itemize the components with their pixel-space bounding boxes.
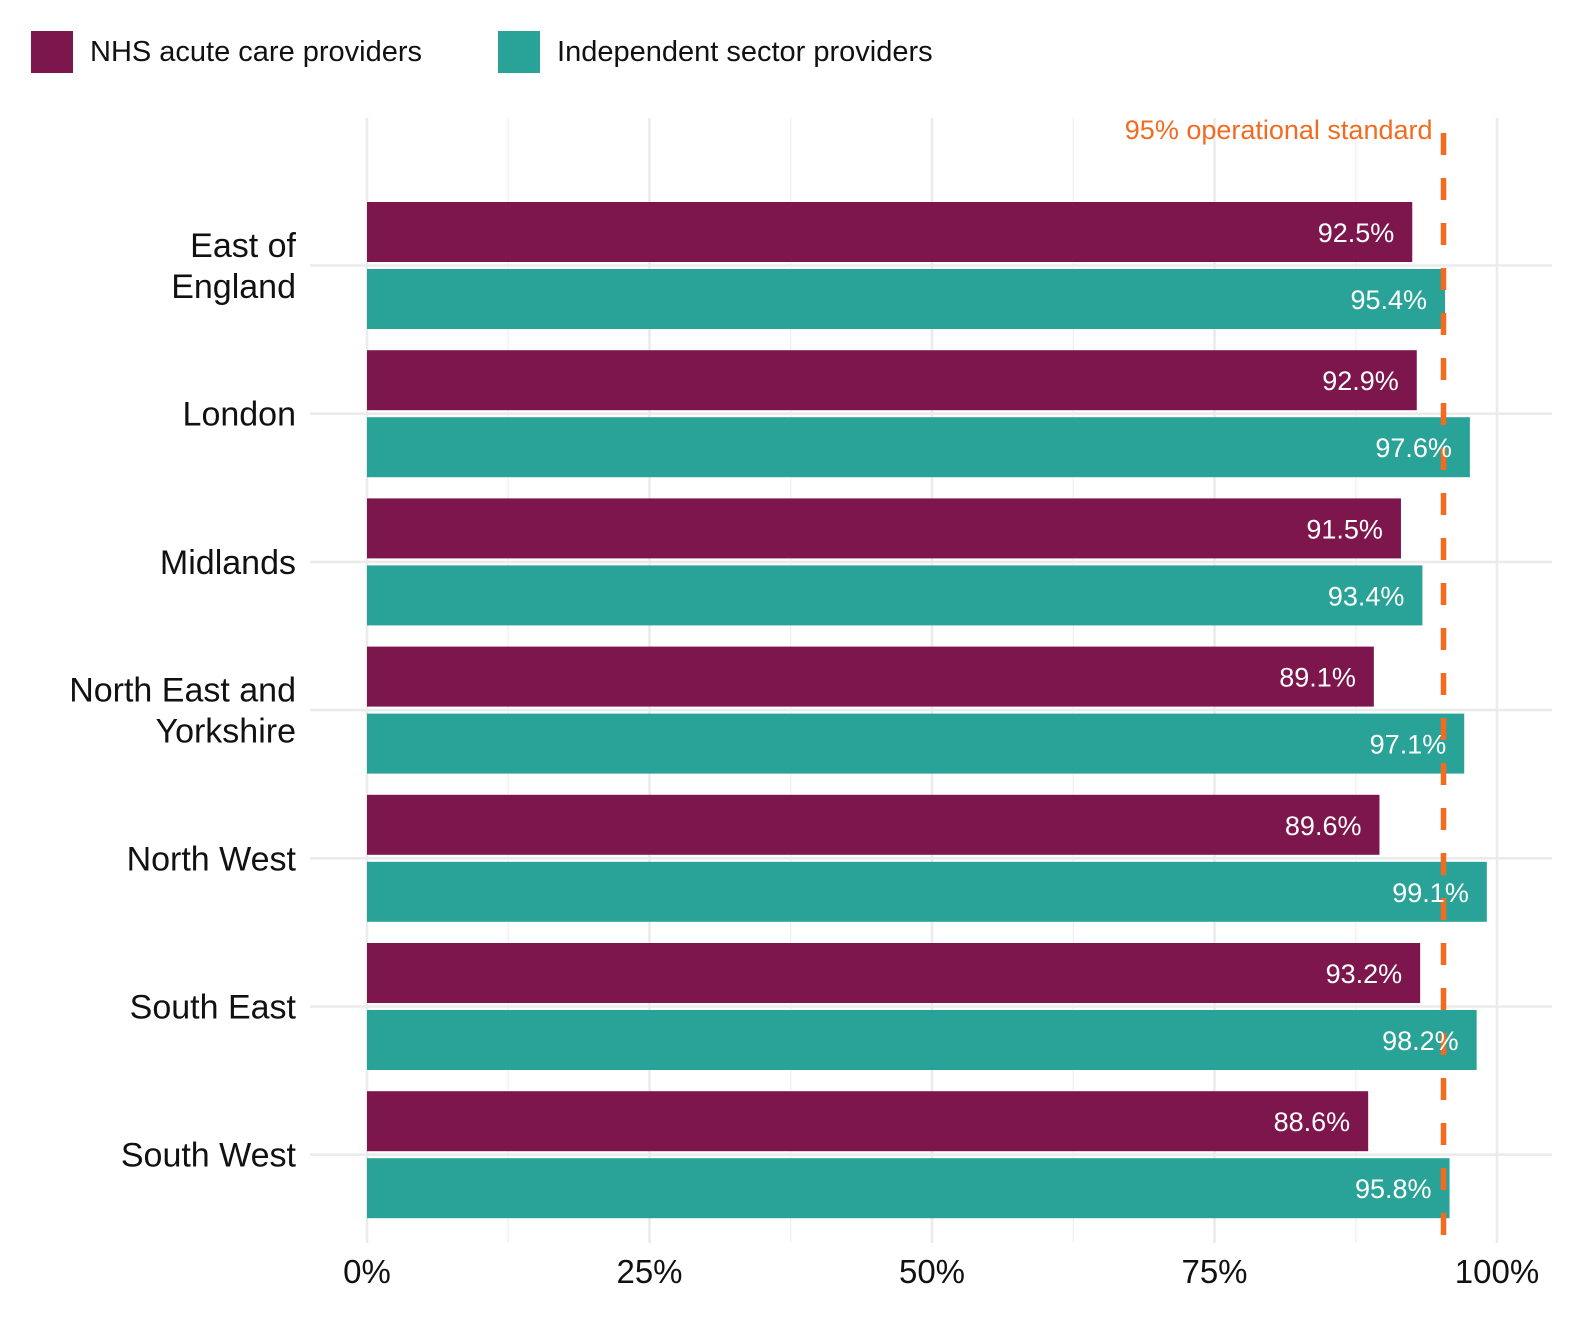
- category-label-line: England: [171, 268, 296, 306]
- value-label: 89.1%: [1279, 663, 1356, 693]
- legend-label-nhs: NHS acute care providers: [90, 35, 423, 68]
- value-labels: 92.5% 95.4% 92.9% 97.6% 91.5% 93.4% 89.1% 97.1%…: [1274, 218, 1469, 1204]
- category-label-line: North East and: [69, 672, 296, 710]
- bar-nhs: [367, 202, 1413, 262]
- value-label: 98.2%: [1382, 1026, 1459, 1056]
- category-label-line: London: [183, 396, 296, 434]
- category-labels: East of England London Midlands North East a…: [69, 227, 296, 1175]
- category-label-line: South West: [121, 1137, 297, 1175]
- value-label: 95.4%: [1350, 285, 1427, 315]
- bar-nhs: [367, 794, 1380, 855]
- x-tick-label: 25%: [616, 1253, 682, 1290]
- reference-line-group: 95% operational standard: [1125, 115, 1447, 1243]
- value-label: 92.5%: [1318, 218, 1395, 248]
- bar-nhs: [367, 943, 1421, 1003]
- category-label-line: Yorkshire: [156, 713, 296, 751]
- value-label: 97.6%: [1375, 433, 1452, 463]
- value-label: 92.9%: [1322, 366, 1399, 396]
- reference-line-label: 95% operational standard: [1125, 115, 1433, 145]
- x-tick-label: 75%: [1181, 1253, 1247, 1290]
- bar-independent: [367, 565, 1423, 626]
- value-label: 97.1%: [1370, 730, 1447, 760]
- x-tick-label: 0%: [343, 1253, 391, 1290]
- category-label: South West: [121, 1137, 297, 1175]
- bar-nhs: [367, 1091, 1369, 1152]
- category-label: North East and Yorkshire: [69, 672, 296, 751]
- bar-independent: [367, 1158, 1450, 1219]
- bar-independent: [367, 1010, 1477, 1070]
- x-tick-label: 50%: [899, 1253, 965, 1290]
- bar-independent: [367, 417, 1470, 478]
- x-tick-labels: 0% 25% 50% 75% 100%: [343, 1253, 1539, 1290]
- legend-swatch-nhs: [31, 31, 73, 73]
- category-label: South East: [130, 989, 297, 1027]
- value-label: 93.2%: [1326, 959, 1403, 989]
- bar-independent: [367, 269, 1446, 329]
- bars: [367, 202, 1487, 1219]
- legend: NHS acute care providers Independent sec…: [31, 31, 1009, 73]
- value-label: 88.6%: [1274, 1107, 1351, 1137]
- category-label: East of England: [171, 227, 296, 306]
- bar-nhs: [367, 646, 1374, 707]
- legend-label-independent: Independent sector providers: [557, 35, 933, 68]
- bar-independent: [367, 713, 1465, 774]
- category-label-line: North West: [127, 840, 297, 878]
- legend-item-independent: Independent sector providers: [498, 31, 933, 73]
- legend-swatch-independent: [498, 31, 541, 73]
- value-label: 99.1%: [1392, 878, 1469, 908]
- bar-nhs: [367, 498, 1401, 559]
- value-label: 91.5%: [1306, 514, 1383, 544]
- category-label: Midlands: [160, 544, 296, 582]
- bar-independent: [367, 861, 1487, 922]
- category-label-line: East of: [190, 227, 296, 265]
- category-label-line: Midlands: [160, 544, 296, 582]
- bar-nhs: [367, 350, 1417, 411]
- legend-item-nhs: NHS acute care providers: [31, 31, 422, 73]
- category-label: North West: [127, 840, 297, 878]
- x-tick-label: 100%: [1455, 1253, 1539, 1290]
- category-label-line: South East: [130, 989, 297, 1027]
- value-label: 95.8%: [1355, 1174, 1432, 1204]
- value-label: 89.6%: [1285, 811, 1362, 841]
- value-label: 93.4%: [1328, 581, 1405, 611]
- category-label: London: [183, 396, 296, 434]
